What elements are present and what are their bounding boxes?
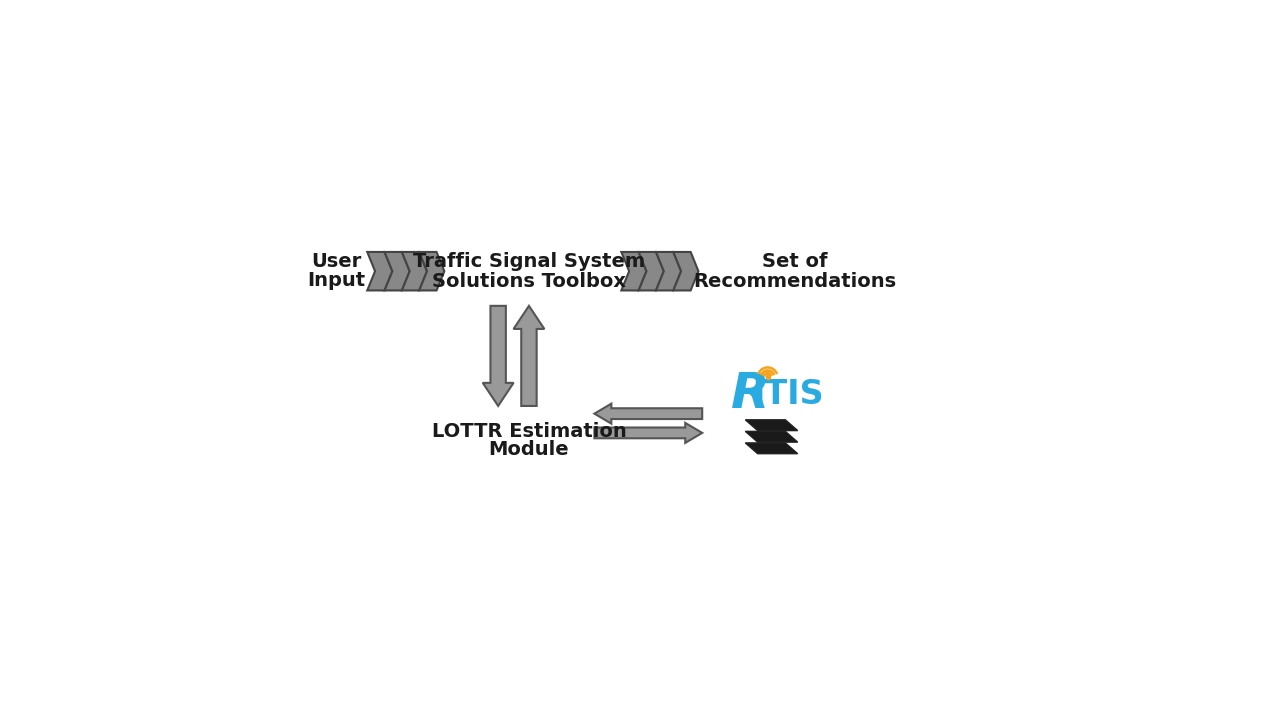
Text: ITIS: ITIS <box>753 378 824 411</box>
Text: Input: Input <box>307 271 366 290</box>
FancyArrow shape <box>483 306 513 406</box>
FancyArrow shape <box>594 423 703 443</box>
Text: Traffic Signal System: Traffic Signal System <box>413 252 645 271</box>
FancyArrow shape <box>594 404 703 423</box>
Text: R: R <box>731 370 769 418</box>
Polygon shape <box>639 252 664 290</box>
Text: Set of: Set of <box>762 252 827 271</box>
Polygon shape <box>657 252 681 290</box>
Text: Solutions Toolbox: Solutions Toolbox <box>431 271 626 291</box>
Polygon shape <box>745 443 797 454</box>
FancyArrow shape <box>513 306 544 406</box>
Text: Module: Module <box>489 441 570 459</box>
Polygon shape <box>621 252 646 290</box>
Polygon shape <box>367 252 393 290</box>
Polygon shape <box>745 420 797 431</box>
Polygon shape <box>673 252 699 290</box>
Polygon shape <box>420 252 444 290</box>
Text: User: User <box>311 253 361 271</box>
Polygon shape <box>402 252 428 290</box>
Text: LOTTR Estimation: LOTTR Estimation <box>431 422 626 441</box>
Text: Recommendations: Recommendations <box>692 271 896 291</box>
Polygon shape <box>384 252 410 290</box>
Polygon shape <box>745 431 797 442</box>
